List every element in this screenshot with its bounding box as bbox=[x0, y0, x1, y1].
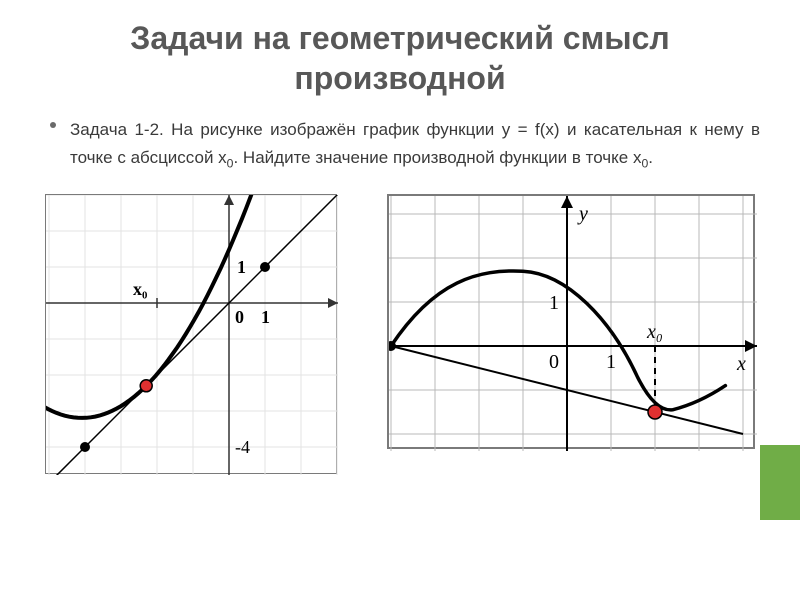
title-line1: Задачи на геометрический смысл bbox=[130, 20, 669, 56]
accent-bar bbox=[760, 445, 800, 520]
svg-text:1: 1 bbox=[237, 257, 246, 277]
svg-text:1: 1 bbox=[549, 292, 559, 314]
bullet-icon bbox=[50, 122, 56, 128]
title-line2: производной bbox=[294, 60, 505, 96]
svg-text:0: 0 bbox=[235, 307, 244, 327]
slide-title: Задачи на геометрический смысл производн… bbox=[40, 18, 760, 98]
text-suffix: . bbox=[648, 148, 653, 167]
charts-row: x₀011-4 yx011x₀ bbox=[40, 194, 760, 474]
svg-text:x: x bbox=[736, 353, 746, 375]
svg-text:x₀: x₀ bbox=[133, 279, 147, 299]
svg-text:x₀: x₀ bbox=[646, 321, 663, 343]
svg-text:0: 0 bbox=[549, 351, 559, 373]
text-mid: . Найдите значение производной функции в… bbox=[233, 148, 641, 167]
svg-text:y: y bbox=[577, 203, 588, 225]
svg-text:1: 1 bbox=[606, 351, 616, 373]
problem-text: Задача 1-2. На рисунке изображён график … bbox=[40, 116, 760, 174]
chart-1: x₀011-4 bbox=[45, 194, 337, 474]
svg-text:-4: -4 bbox=[235, 437, 250, 457]
chart-2: y x 0 1 1 x₀ bbox=[387, 194, 755, 449]
svg-text:1: 1 bbox=[261, 307, 270, 327]
